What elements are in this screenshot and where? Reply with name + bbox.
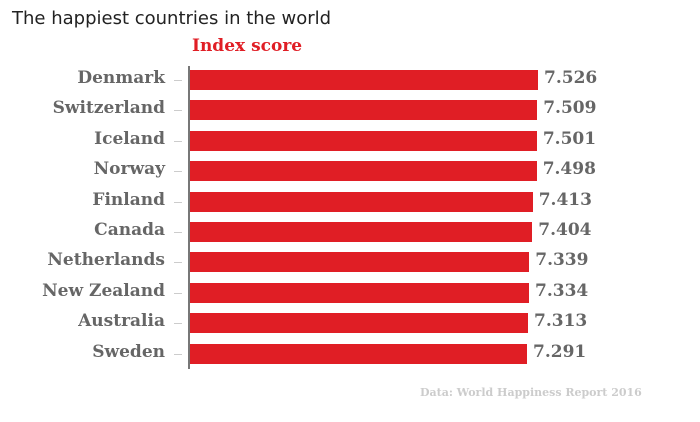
axis-tick (174, 323, 182, 325)
bar-row: Netherlands 7.339 (0, 250, 700, 273)
bar-row: Iceland 7.501 (0, 128, 700, 151)
bar-row: Canada 7.404 (0, 220, 700, 242)
axis-tick (174, 292, 182, 294)
value-label: 7.291 (533, 341, 587, 362)
axis-tick (174, 140, 182, 142)
category-label: Iceland (94, 128, 165, 149)
bar-row: Sweden 7.291 (0, 341, 700, 364)
bar (190, 191, 533, 212)
bar-row: Finland 7.413 (0, 189, 700, 212)
axis-tick (174, 201, 182, 203)
category-label: Australia (78, 311, 165, 332)
value-label: 7.334 (535, 280, 589, 301)
bar (190, 130, 537, 151)
category-label: Norway (93, 159, 165, 180)
axis-tick (174, 171, 182, 173)
category-label: Denmark (77, 68, 165, 88)
axis-tick (174, 262, 182, 264)
axis-tick (174, 110, 182, 112)
value-label: 7.498 (542, 159, 596, 180)
category-label: Netherlands (47, 250, 165, 271)
bar-row: Australia 7.313 (0, 311, 700, 334)
bar-row: New Zealand 7.334 (0, 280, 700, 303)
axis-tick (174, 80, 182, 81)
value-label: 7.413 (538, 189, 592, 210)
value-label: 7.404 (538, 220, 592, 240)
value-label: 7.339 (535, 250, 589, 271)
bar (190, 282, 529, 303)
bar-row: Switzerland 7.509 (0, 98, 700, 121)
value-label: 7.313 (534, 311, 588, 332)
bar (190, 343, 527, 364)
bar-row: Norway 7.498 (0, 159, 700, 182)
axis-tick (174, 353, 182, 355)
category-label: Switzerland (52, 98, 165, 119)
category-label: Finland (92, 189, 165, 210)
chart-subtitle: Index score (192, 36, 303, 56)
value-label: 7.509 (543, 98, 597, 119)
bar (190, 313, 529, 334)
axis-tick (174, 232, 182, 233)
bar (190, 161, 537, 182)
category-label: New Zealand (42, 280, 165, 301)
bar (190, 70, 538, 90)
source-note: Data: World Happiness Report 2016 (420, 386, 642, 399)
category-label: Sweden (92, 341, 165, 362)
value-label: 7.526 (544, 68, 598, 88)
bar (190, 222, 533, 242)
value-label: 7.501 (542, 128, 597, 149)
category-label: Canada (94, 220, 165, 240)
bar (190, 100, 538, 121)
bar-row: Denmark 7.526 (0, 68, 700, 90)
chart-title: The happiest countries in the world (12, 8, 332, 29)
y-axis-line (188, 66, 190, 369)
bar (190, 252, 530, 273)
